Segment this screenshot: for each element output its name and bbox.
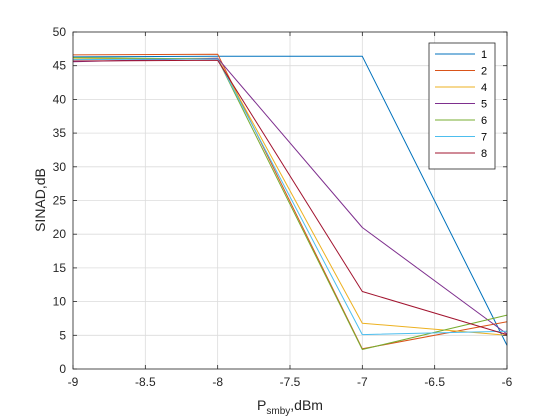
y-tick-label: 45 bbox=[53, 59, 67, 73]
x-axis-label-subscript: smby bbox=[266, 406, 290, 417]
legend-label-1: 1 bbox=[481, 49, 487, 61]
x-axis-label-main: P bbox=[257, 397, 266, 413]
y-tick-label: 20 bbox=[53, 227, 67, 241]
legend-label-6: 6 bbox=[481, 115, 487, 127]
y-tick-label: 0 bbox=[59, 362, 66, 376]
legend-label-8: 8 bbox=[481, 148, 487, 160]
series-lines bbox=[72, 53, 508, 350]
ticks bbox=[72, 31, 508, 370]
x-tick-label: -9 bbox=[68, 375, 79, 389]
series-line-8 bbox=[72, 59, 508, 336]
series-line-2 bbox=[72, 53, 508, 350]
x-tick-label: -8 bbox=[212, 375, 223, 389]
y-tick-label: 5 bbox=[59, 328, 66, 342]
legend-label-7: 7 bbox=[481, 132, 487, 144]
x-tick-label: -6.5 bbox=[424, 375, 445, 389]
series-line-1 bbox=[72, 55, 508, 346]
y-axis-label: SINAD,dB bbox=[32, 168, 48, 232]
y-tick-label: 50 bbox=[53, 25, 67, 39]
series-line-6 bbox=[72, 57, 508, 350]
y-tick-label: 35 bbox=[53, 126, 67, 140]
y-tick-label: 40 bbox=[53, 92, 67, 106]
x-axis-label-suffix: ,dBm bbox=[290, 397, 323, 413]
legend-label-5: 5 bbox=[481, 99, 487, 111]
legend: 1 2 4 5 6 7 8 bbox=[428, 42, 496, 170]
x-tick-label: -7 bbox=[357, 375, 368, 389]
legend-label-2: 2 bbox=[481, 66, 487, 78]
series-line-5 bbox=[72, 57, 508, 335]
y-tick-label: 10 bbox=[53, 295, 67, 309]
legend-label-4: 4 bbox=[481, 82, 487, 94]
x-axis-label: Psmby,dBm bbox=[257, 397, 323, 417]
y-tick-label: 15 bbox=[53, 261, 67, 275]
x-tick-label: -8.5 bbox=[135, 375, 156, 389]
series-line-7 bbox=[72, 58, 508, 336]
y-tick-label: 30 bbox=[53, 160, 67, 174]
x-tick-label: -7.5 bbox=[280, 375, 301, 389]
legend-box bbox=[428, 42, 496, 170]
y-tick-label: 25 bbox=[53, 194, 67, 208]
x-tick-label: -6 bbox=[502, 375, 513, 389]
